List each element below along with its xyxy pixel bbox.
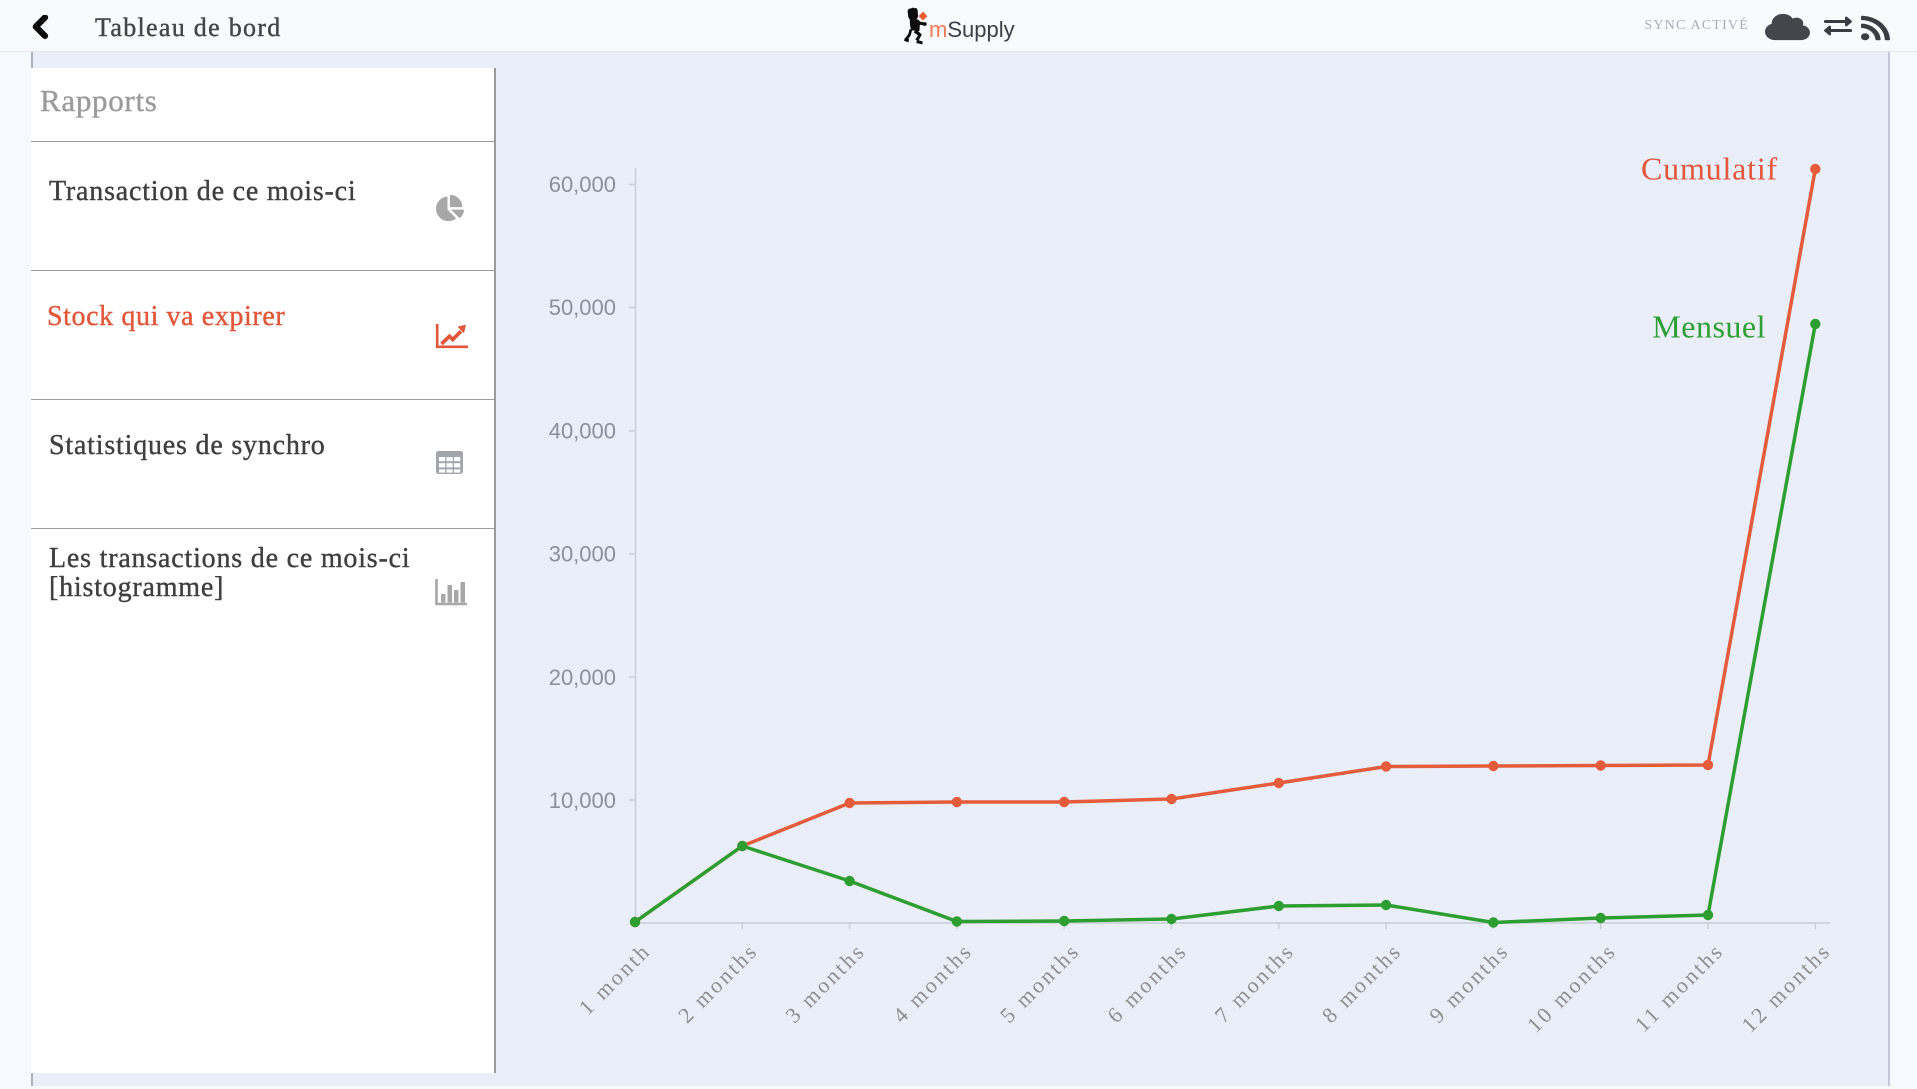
svg-text:Cumulatif: Cumulatif [1641,151,1778,187]
svg-text:40,000: 40,000 [549,418,616,443]
svg-text:10,000: 10,000 [549,788,616,813]
svg-text:10 months: 10 months [1522,938,1621,1037]
svg-text:6 months: 6 months [1102,938,1192,1028]
svg-text:30,000: 30,000 [549,542,616,567]
svg-text:5 months: 5 months [995,938,1085,1028]
svg-text:60,000: 60,000 [549,172,616,197]
svg-text:8 months: 8 months [1317,938,1407,1028]
svg-text:Mensuel: Mensuel [1652,309,1766,345]
svg-text:20,000: 20,000 [549,665,616,690]
svg-text:1 month: 1 month [574,938,656,1020]
svg-text:11 months: 11 months [1630,938,1729,1037]
svg-text:4 months: 4 months [888,938,978,1028]
svg-text:2 months: 2 months [673,938,763,1028]
svg-text:9 months: 9 months [1424,938,1514,1028]
svg-text:50,000: 50,000 [549,295,616,320]
svg-text:12 months: 12 months [1736,938,1835,1037]
svg-text:3 months: 3 months [780,938,870,1028]
svg-text:7 months: 7 months [1209,938,1299,1028]
